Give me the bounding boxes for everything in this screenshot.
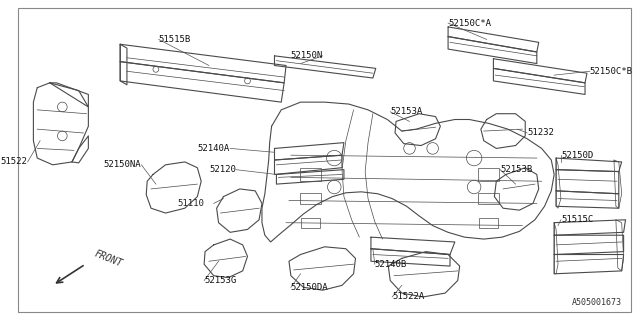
Text: 52150C*B: 52150C*B (590, 67, 633, 76)
Bar (301, 218, 320, 228)
Bar (300, 193, 321, 204)
Text: 51110: 51110 (177, 199, 204, 208)
Text: 51515C: 51515C (561, 215, 593, 224)
Text: 51522: 51522 (1, 157, 28, 166)
Text: 52150NA: 52150NA (104, 160, 141, 169)
Text: FRONT: FRONT (93, 248, 124, 268)
Text: 52150C*A: 52150C*A (448, 19, 491, 28)
Text: 52120: 52120 (209, 165, 236, 174)
Text: 52150N: 52150N (291, 51, 323, 60)
Bar (478, 193, 499, 204)
Text: 52150D: 52150D (561, 151, 593, 160)
Bar (478, 168, 499, 181)
Text: 52140B: 52140B (375, 260, 407, 269)
Text: 52140A: 52140A (198, 144, 230, 153)
Text: 52153G: 52153G (204, 276, 236, 285)
Text: 51515B: 51515B (159, 35, 191, 44)
Text: 51232: 51232 (527, 129, 554, 138)
Bar (300, 168, 321, 181)
Text: 52153A: 52153A (390, 107, 422, 116)
Bar (479, 218, 498, 228)
Text: 52150DA: 52150DA (291, 283, 328, 292)
Text: 52153B: 52153B (500, 165, 532, 174)
Text: 51522A: 51522A (392, 292, 424, 301)
Text: A505001673: A505001673 (572, 298, 621, 307)
